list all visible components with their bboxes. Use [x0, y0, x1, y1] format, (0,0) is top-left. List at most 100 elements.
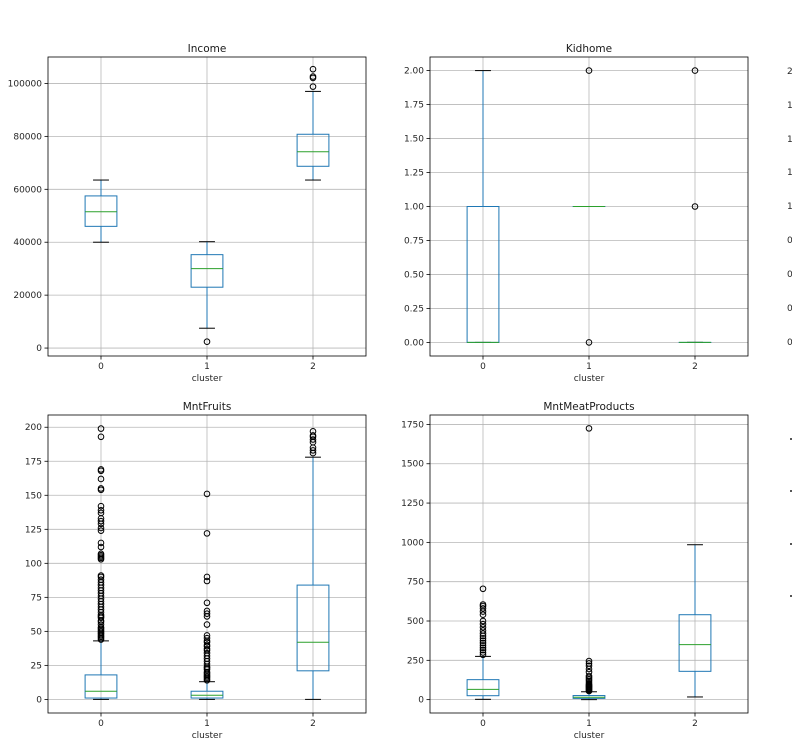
partial-y-tick-mark	[790, 490, 792, 492]
x-tick-label: 1	[204, 362, 210, 372]
partial-y-tick-label: 0	[787, 338, 792, 348]
flier-point	[97, 509, 105, 517]
flier-point	[479, 642, 487, 649]
flier-point	[203, 632, 211, 639]
x-tick-label: 1	[586, 719, 592, 729]
subplot-mntfruits: 0 25 50 75 100 125 150 175 200 0 1 2 MntFruits cluste…	[25, 401, 367, 741]
y-tick-label: 50	[31, 627, 43, 637]
subplot-title: Kidhome	[566, 43, 612, 55]
box-iqr	[190, 254, 224, 288]
partial-subplot-bottom-right	[790, 438, 792, 597]
flier-point	[97, 527, 105, 534]
y-tick-label: 1.75	[404, 101, 424, 111]
flier-point	[203, 490, 211, 498]
partial-y-tick-mark	[790, 595, 792, 597]
flier-point	[97, 506, 105, 514]
y-tick-label: 20000	[13, 291, 42, 301]
flier-point	[585, 67, 593, 74]
flier-point	[479, 617, 487, 625]
flier-point	[203, 607, 211, 615]
x-axis-label: cluster	[574, 731, 605, 741]
partial-y-tick-label: 0	[787, 236, 792, 246]
box-cluster-1	[190, 490, 224, 700]
axes-frame	[47, 414, 367, 714]
y-tick-label: 2.00	[404, 67, 424, 77]
y-tick-label: 1.00	[404, 203, 424, 213]
y-tick-label: 150	[25, 491, 42, 501]
box-cluster-0	[466, 585, 500, 700]
axes-frame	[47, 56, 367, 357]
flier-point	[585, 668, 593, 676]
flier-point	[309, 432, 317, 439]
flier-point	[309, 428, 317, 435]
flier-point	[203, 573, 211, 581]
x-tick-label: 0	[480, 362, 486, 372]
flier-point	[585, 657, 593, 665]
x-tick-label: 1	[586, 362, 592, 372]
flier-point	[203, 641, 211, 649]
subplot-income: 0 20000 40000 60000 80000 100000 0 1 2 Income clus…	[8, 43, 367, 384]
flier-point	[97, 485, 105, 492]
y-tick-label: 175	[25, 457, 42, 467]
box-cluster-2	[678, 67, 712, 343]
y-tick-label: 1500	[401, 460, 424, 470]
box-iqr	[84, 674, 118, 699]
flier-point	[97, 550, 105, 558]
y-tick-label: 100000	[8, 79, 43, 89]
flier-point	[203, 645, 211, 653]
flier-point	[203, 610, 211, 617]
flier-point	[479, 651, 487, 659]
y-tick-label: 60000	[13, 185, 42, 195]
partial-y-tick-label: 1	[787, 135, 792, 145]
flier-point	[585, 339, 593, 346]
subplot-title: MntMeatProducts	[543, 401, 634, 413]
flier-point	[97, 425, 105, 432]
flier-point	[203, 621, 211, 628]
y-tick-label: 1.50	[404, 135, 424, 145]
x-axis-label: cluster	[574, 374, 605, 384]
y-tick-label: 25	[31, 661, 42, 671]
box-iqr	[678, 614, 712, 672]
flier-point	[309, 436, 317, 443]
partial-y-tick-label: 0	[787, 304, 792, 314]
box-iqr	[296, 584, 330, 672]
flier-point	[479, 637, 487, 644]
box-iqr	[296, 133, 330, 167]
partial-y-tick-label: 1	[787, 168, 792, 178]
x-tick-label: 1	[204, 719, 210, 729]
flier-point	[97, 621, 105, 628]
flier-point	[203, 599, 211, 607]
y-tick-label: 0	[36, 695, 42, 705]
y-tick-label: 40000	[13, 238, 42, 248]
flier-point	[309, 73, 317, 80]
partial-y-tick-label: 1	[787, 202, 792, 212]
x-tick-label: 0	[98, 719, 104, 729]
y-tick-label: 0.50	[404, 270, 424, 280]
box-cluster-1	[190, 241, 224, 346]
y-tick-label: 500	[407, 617, 424, 627]
flier-point	[97, 576, 105, 583]
box-iqr	[190, 690, 224, 699]
box-cluster-1	[572, 67, 606, 346]
x-axis-label: cluster	[192, 374, 223, 384]
flier-point	[203, 649, 211, 657]
y-tick-label: 250	[407, 656, 424, 666]
flier-point	[479, 644, 487, 652]
partial-y-tick-mark	[790, 438, 792, 440]
x-tick-label: 2	[310, 719, 316, 729]
y-tick-label: 0	[36, 344, 42, 354]
y-tick-label: 125	[25, 525, 42, 535]
partial-y-tick-label: 1	[787, 101, 792, 111]
flier-point	[585, 662, 593, 670]
box-cluster-0	[466, 70, 500, 343]
flier-point	[479, 623, 487, 631]
partial-subplot-top-right: 2 1 1 1 1 0 0 0 0	[787, 67, 792, 348]
flier-point	[479, 646, 487, 654]
flier-point	[97, 517, 105, 525]
y-tick-label: 1750	[401, 420, 424, 430]
y-tick-label: 0.75	[404, 236, 424, 246]
y-tick-label: 100	[25, 559, 42, 569]
flier-point	[203, 530, 211, 537]
flier-point	[479, 635, 487, 642]
y-tick-label: 75	[31, 593, 42, 603]
